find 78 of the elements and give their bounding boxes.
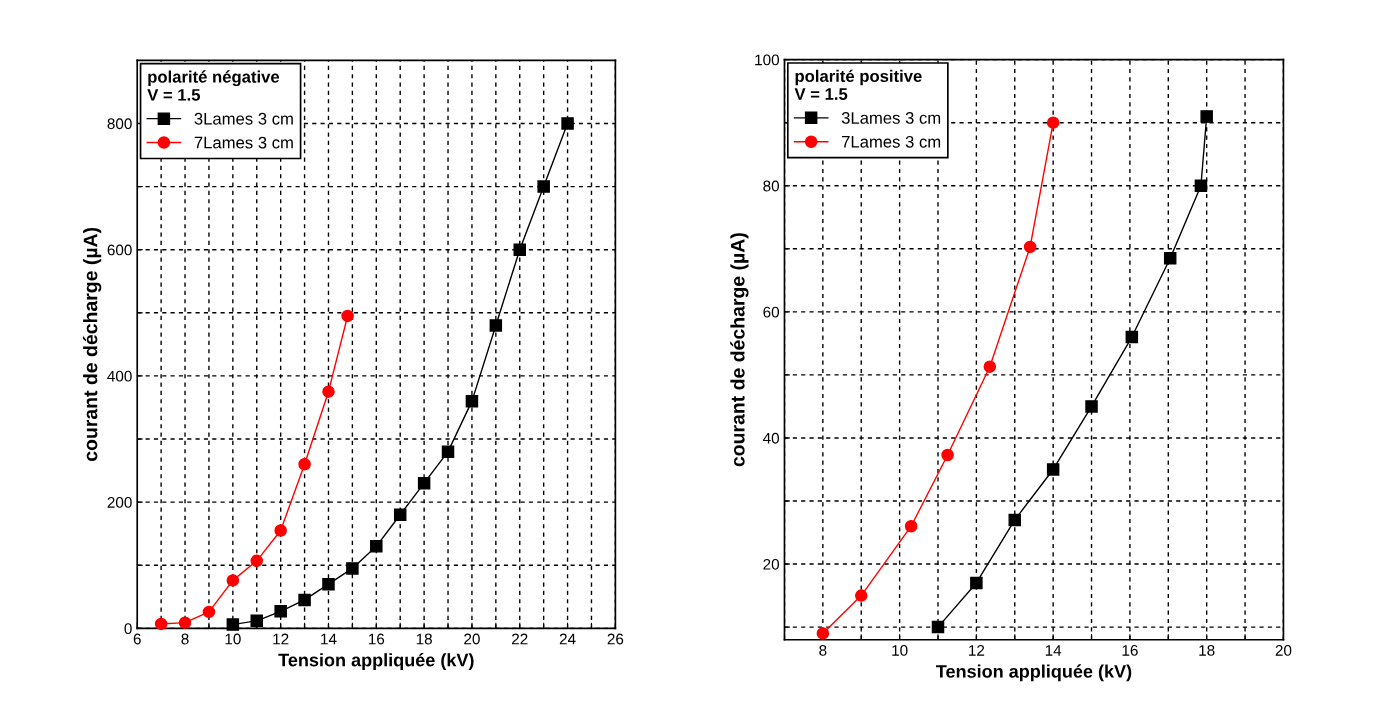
point xyxy=(154,617,168,631)
point xyxy=(346,562,359,575)
legend-title: polarité négative V = 1.5 xyxy=(147,70,280,101)
point xyxy=(904,519,918,533)
x-tick-label: 20 xyxy=(1275,644,1292,656)
point xyxy=(537,180,550,193)
x-tick-label: 26 xyxy=(607,633,624,645)
point xyxy=(298,593,311,607)
legend-label: 3Lames 3 cm xyxy=(841,112,941,124)
y-tick-label: 80 xyxy=(763,180,780,192)
point xyxy=(1023,240,1037,254)
point xyxy=(561,117,574,130)
point xyxy=(341,309,354,323)
x-axis-title: Tension appliquée (kV) xyxy=(936,664,1132,682)
x-tick-label: 10 xyxy=(225,633,241,645)
point xyxy=(1125,330,1139,344)
point xyxy=(370,540,383,553)
point xyxy=(1194,179,1208,192)
point xyxy=(941,448,954,462)
y-tick-label: 400 xyxy=(107,370,132,382)
x-axis-title: Tension appliquée (kV) xyxy=(278,653,474,670)
point xyxy=(322,577,335,591)
y-tick-label: 20 xyxy=(763,558,780,570)
point xyxy=(226,574,240,587)
point xyxy=(393,508,407,522)
y-tick-label: 60 xyxy=(763,306,780,318)
y-tick-label: 0 xyxy=(124,623,132,635)
point xyxy=(1046,116,1060,129)
x-tick-label: 14 xyxy=(1045,645,1062,656)
x-tick-label: 10 xyxy=(892,644,908,656)
x-tick-label: 18 xyxy=(416,633,432,645)
point xyxy=(513,243,527,256)
point xyxy=(417,476,431,490)
y-tick-label: 600 xyxy=(107,244,132,256)
point xyxy=(489,319,503,332)
point xyxy=(854,589,868,602)
point xyxy=(983,360,997,373)
y-tick-label: 40 xyxy=(762,432,780,444)
point xyxy=(1085,400,1098,413)
point xyxy=(931,620,945,634)
point xyxy=(1008,513,1022,527)
x-tick-label: 20 xyxy=(464,633,480,645)
x-tick-label: 22 xyxy=(512,633,528,645)
y-tick-label: 200 xyxy=(107,497,132,508)
x-tick-label: 8 xyxy=(181,633,189,645)
legend-label: 7Lames 3 cm xyxy=(842,135,941,148)
legend-label: 3Lames 3 cm xyxy=(194,112,293,125)
point xyxy=(970,576,983,590)
point xyxy=(441,445,455,458)
x-tick-label: 24 xyxy=(559,633,576,645)
point xyxy=(1163,252,1177,265)
point xyxy=(816,627,830,640)
x-tick-label: 6 xyxy=(133,633,141,645)
x-tick-label: 14 xyxy=(321,633,337,645)
y-tick-label: 800 xyxy=(107,118,132,130)
legend-title: polarité positive V = 1.5 xyxy=(794,69,922,100)
point xyxy=(202,605,216,619)
point xyxy=(226,618,240,631)
x-tick-label: 12 xyxy=(273,633,289,645)
x-tick-label: 12 xyxy=(969,644,985,656)
point xyxy=(250,614,264,628)
point xyxy=(250,554,264,568)
x-tick-label: 16 xyxy=(368,633,385,645)
point xyxy=(1046,463,1060,476)
point xyxy=(178,616,192,629)
point xyxy=(274,524,287,537)
point xyxy=(274,605,287,618)
point xyxy=(1200,110,1213,123)
x-tick-label: 8 xyxy=(819,644,827,656)
point xyxy=(322,385,335,398)
x-tick-label: 18 xyxy=(1199,644,1215,656)
legend-label: 7Lames 3 cm xyxy=(194,136,293,149)
y-tick-label: 100 xyxy=(755,54,780,66)
point xyxy=(465,394,479,408)
y-axis-title: courant de décharge (µA) xyxy=(730,233,749,467)
y-axis-title: courant de décharge (µA) xyxy=(82,227,102,462)
x-tick-label: 16 xyxy=(1122,644,1138,656)
point xyxy=(298,458,311,471)
